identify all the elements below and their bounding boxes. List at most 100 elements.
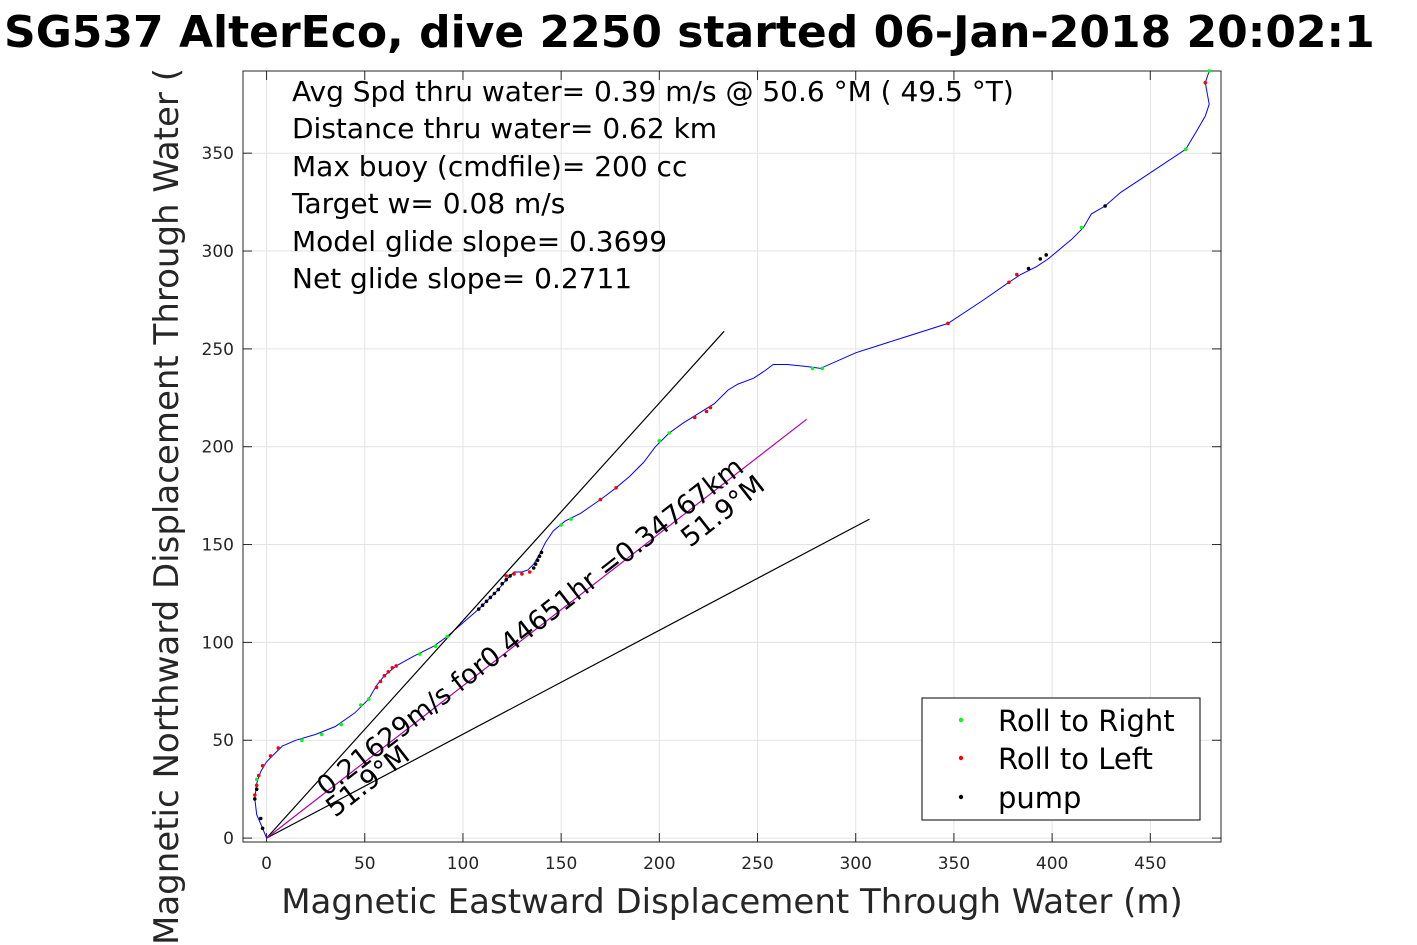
marker-roll-to-right: [300, 738, 304, 742]
marker-roll-to-left: [946, 321, 950, 326]
marker-roll-to-left: [708, 405, 713, 410]
marker-roll-to-right: [339, 722, 344, 727]
y-tick-label: 50: [212, 731, 234, 751]
y-tick-label: 100: [202, 633, 234, 653]
x-tick-label: 100: [447, 854, 479, 874]
marker-roll-to-left: [1203, 80, 1208, 85]
info-line-target-w: Target w= 0.08 m/s: [291, 187, 565, 220]
marker-roll-to-left: [253, 793, 257, 797]
chart-title: SG537 AlterEco, dive 2250 started 06-Jan…: [4, 7, 1375, 58]
info-line-avg-speed: Avg Spd thru water= 0.39 m/s @ 50.6 °M (…: [292, 75, 1014, 108]
marker-roll-to-left: [520, 572, 524, 576]
legend: Roll to Right Roll to Left pump: [921, 697, 1201, 821]
marker-roll-to-right: [1183, 147, 1188, 152]
x-tick-label: 300: [839, 854, 871, 874]
x-tick-label: 200: [643, 854, 675, 874]
marker-pump: [496, 587, 501, 592]
y-tick-label: 350: [202, 144, 234, 164]
marker-roll-to-left: [260, 763, 265, 768]
marker-pump: [480, 603, 485, 607]
info-line-model-glide: Model glide slope= 0.3699: [292, 225, 667, 258]
y-tick-label: 0: [223, 829, 234, 849]
legend-label-roll-left: Roll to Left: [998, 742, 1153, 776]
marker-roll-to-left: [256, 773, 261, 778]
marker-roll-to-right: [254, 777, 259, 782]
marker-roll-to-left: [394, 664, 399, 668]
info-line-net-glide: Net glide slope= 0.2711: [292, 262, 632, 295]
marker-roll-to-left: [386, 670, 391, 674]
marker-roll-to-right: [319, 732, 324, 737]
dive-info-block: Avg Spd thru water= 0.39 m/s @ 50.6 °M (…: [291, 75, 1014, 295]
marker-pump: [1038, 257, 1043, 261]
marker-roll-to-left: [692, 415, 697, 420]
marker-pump: [1103, 204, 1107, 208]
x-tick-label: 250: [741, 854, 773, 874]
x-tick-label: 150: [545, 854, 577, 874]
marker-pump: [488, 595, 493, 600]
marker-roll-to-left: [378, 679, 383, 684]
marker-roll-to-left: [512, 572, 516, 576]
legend-label-pump: pump: [998, 781, 1081, 815]
marker-roll-to-left: [527, 570, 532, 574]
marker-pump: [492, 591, 497, 596]
marker-pump: [253, 797, 257, 801]
marker-roll-to-right: [820, 366, 825, 371]
marker-pump: [533, 562, 538, 566]
info-line-max-buoy: Max buoy (cmdfile)= 200 cc: [292, 150, 687, 183]
marker-roll-to-left: [1015, 272, 1019, 277]
y-tick-label: 300: [202, 242, 234, 262]
marker-pump: [1026, 266, 1031, 271]
marker-roll-to-left: [276, 746, 281, 750]
marker-roll-to-right: [810, 366, 815, 371]
marker-pump: [1044, 253, 1048, 257]
x-tick-label: 400: [1036, 854, 1068, 874]
x-tick-label: 0: [261, 854, 272, 874]
legend-label-roll-right: Roll to Right: [998, 704, 1175, 738]
legend-marker-roll-right: [958, 717, 964, 723]
marker-roll-to-right: [559, 523, 563, 527]
marker-pump: [535, 558, 540, 562]
reference-line: [266, 330, 725, 839]
legend-marker-roll-left: [958, 755, 964, 761]
marker-pump: [260, 826, 265, 831]
marker-pump: [539, 550, 544, 555]
x-tick-label: 50: [354, 854, 376, 874]
marker-pump: [476, 607, 481, 611]
marker-pump: [254, 787, 259, 791]
marker-roll-to-left: [1007, 280, 1011, 285]
marker-roll-to-right: [657, 439, 662, 443]
x-tick-label: 350: [938, 854, 970, 874]
marker-roll-to-right: [1079, 225, 1084, 230]
info-line-distance: Distance thru water= 0.62 km: [292, 112, 717, 145]
marker-pump: [504, 578, 509, 582]
marker-roll-to-right: [433, 644, 438, 649]
y-axis-label: Magnetic Northward Displacement Through …: [147, 68, 187, 945]
reference-line: [266, 518, 870, 839]
reference-line: [266, 418, 807, 839]
marker-pump: [258, 816, 263, 821]
marker-roll-to-left: [504, 574, 509, 578]
marker-pump: [500, 581, 505, 586]
series-layer: [253, 69, 1211, 839]
legend-box: [921, 697, 1201, 821]
marker-roll-to-left: [390, 666, 395, 670]
marker-roll-to-right: [417, 652, 422, 656]
marker-roll-to-right: [569, 517, 573, 521]
marker-roll-to-right: [359, 703, 363, 707]
legend-marker-pump: [958, 794, 964, 800]
x-tick-label: 450: [1134, 854, 1166, 874]
marker-roll-to-left: [598, 497, 603, 502]
x-axis-label: Magnetic Eastward Displacement Through W…: [281, 882, 1183, 922]
marker-roll-to-left: [254, 783, 259, 788]
marker-pump: [508, 574, 512, 578]
y-tick-label: 150: [202, 536, 234, 556]
marker-roll-to-left: [614, 486, 618, 490]
marker-roll-to-right: [1207, 69, 1211, 73]
marker-roll-to-right: [366, 697, 371, 701]
marker-roll-to-left: [374, 685, 379, 690]
marker-roll-to-left: [382, 673, 387, 678]
marker-roll-to-left: [268, 754, 273, 758]
y-tick-label: 250: [202, 340, 234, 360]
marker-pump: [537, 554, 542, 559]
